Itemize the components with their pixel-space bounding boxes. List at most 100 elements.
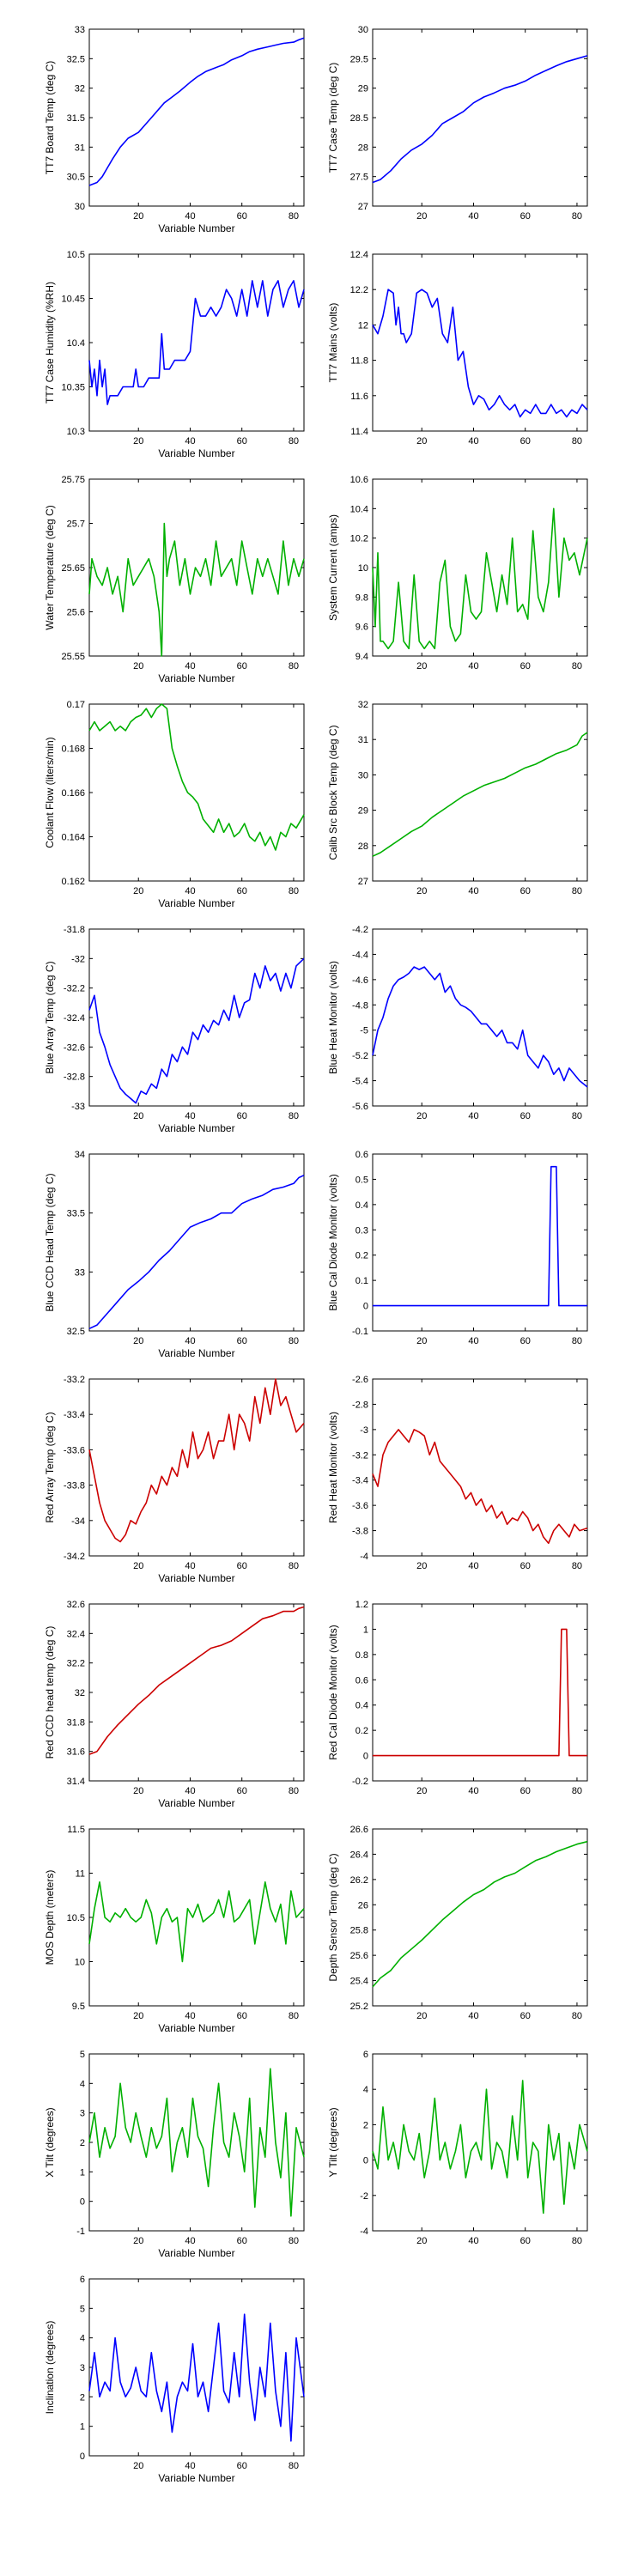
x-tick-label: 60 — [237, 436, 247, 447]
subplot-5: 20 40 60 80 25.55 25.6 25.65 25.7 25.75 Variable … — [44, 475, 305, 684]
subplot-18: 20 40 60 80 25.2 25.4 25.6 25.8 26 26.2 26.4 26.6 De… — [327, 1825, 588, 2021]
subplot-9: 20 40 60 80 -33 -32.8 -32.6 -32.4 -32.2 -32 -31.8 V… — [44, 925, 305, 1134]
x-tick-label: 20 — [416, 2236, 427, 2246]
y-tick-label: -4.2 — [352, 925, 368, 935]
x-tick-label: 60 — [520, 1786, 531, 1796]
subplot-8: 20 40 60 80 27 28 29 30 31 32 Calib Src Block Temp… — [327, 700, 588, 896]
subplot-16: 20 40 60 80 -0.2 0 0.2 0.4 0.6 0.8 1 1.2 Red Cal Dio… — [327, 1600, 588, 1796]
x-tick-label: 20 — [416, 1786, 427, 1796]
x-tick-label: 60 — [237, 1111, 247, 1121]
y-tick-label: -2.8 — [352, 1400, 368, 1410]
y-axis-label: Blue Array Temp (deg C) — [44, 961, 56, 1073]
plot-frame — [372, 928, 588, 1107]
y-tick-label: -4 — [360, 1552, 368, 1562]
y-axis-label: Blue Heat Monitor (volts) — [327, 961, 339, 1074]
x-tick-label: 40 — [468, 2236, 478, 2246]
x-tick-label: 40 — [185, 211, 195, 222]
y-tick-label: 25.75 — [61, 475, 85, 485]
y-tick-label: 30 — [358, 770, 368, 781]
y-tick-label: 32.6 — [67, 1600, 85, 1610]
x-tick-label: 40 — [185, 2461, 195, 2471]
subplot-13: 20 40 60 80 -34.2 -34 -33.8 -33.6 -33.4 -33.2 Vari… — [44, 1375, 305, 1584]
x-axis-label: Variable Number — [158, 897, 234, 909]
y-tick-label: -5.4 — [352, 1077, 368, 1087]
subplot-19: 20 40 60 80 -1 0 1 2 3 4 5 Variable Number X Tilt (d… — [44, 2050, 305, 2259]
x-tick-label: 80 — [572, 1561, 582, 1571]
y-tick-label: 2 — [363, 2120, 368, 2130]
y-tick-label: 10.4 — [67, 338, 85, 349]
y-axis-label: Depth Sensor Temp (deg C) — [327, 1853, 339, 1981]
plot-frame — [372, 1153, 588, 1332]
y-tick-label: -32 — [71, 954, 85, 964]
y-tick-label: 11 — [76, 1869, 85, 1880]
y-tick-label: 29.5 — [350, 54, 368, 64]
y-axis-label: Blue Cal Diode Monitor (volts) — [327, 1174, 339, 1310]
y-tick-label: 0.3 — [355, 1225, 368, 1236]
y-tick-label: 0.162 — [61, 877, 85, 887]
x-tick-label: 20 — [133, 1336, 143, 1346]
subplot-10: 20 40 60 80 -5.6 -5.4 -5.2 -5 -4.8 -4.6 -4.4 -4.2 Bl… — [327, 925, 588, 1121]
x-axis-label: Variable Number — [158, 447, 234, 459]
y-tick-label: 1 — [80, 2167, 85, 2178]
x-tick-label: 20 — [133, 1786, 143, 1796]
x-tick-label: 20 — [416, 1111, 427, 1121]
y-tick-label: 25.6 — [350, 1951, 368, 1961]
x-tick-label: 80 — [289, 1786, 299, 1796]
series-line — [88, 703, 305, 851]
y-tick-label: -3.4 — [352, 1476, 368, 1486]
y-tick-label: 32.5 — [67, 1327, 85, 1337]
x-tick-label: 80 — [289, 1561, 299, 1571]
y-tick-label: 11.8 — [350, 356, 368, 367]
y-tick-label: -2 — [360, 2191, 368, 2202]
y-tick-label: 4 — [363, 2085, 368, 2095]
y-tick-label: -0.2 — [352, 1777, 368, 1787]
subplot-15: 20 40 60 80 31.4 31.6 31.8 32 32.2 32.4 32.6 Variab… — [44, 1600, 305, 1809]
y-tick-label: 32.5 — [67, 54, 85, 64]
x-tick-label: 40 — [185, 2011, 195, 2021]
y-tick-label: -5 — [360, 1026, 368, 1036]
y-axis-label: MOS Depth (meters) — [44, 1870, 56, 1965]
series-line — [372, 966, 588, 1088]
x-tick-label: 20 — [416, 436, 427, 447]
x-tick-label: 20 — [133, 2461, 143, 2471]
x-tick-label: 20 — [416, 211, 427, 222]
y-axis-label: Calib Src Block Temp (deg C) — [327, 725, 339, 860]
x-axis-label: Variable Number — [158, 1797, 234, 1809]
y-tick-label: 10.3 — [67, 427, 85, 437]
y-tick-label: 32 — [358, 700, 368, 710]
y-tick-label: 0.4 — [355, 1200, 368, 1211]
y-tick-label: 10 — [75, 1958, 85, 1968]
y-tick-label: -4.4 — [352, 950, 368, 960]
x-tick-label: 20 — [133, 1111, 143, 1121]
subplot-4: 20 40 60 80 11.4 11.6 11.8 12 12.2 12.4 TT7 Mains … — [327, 250, 588, 447]
y-tick-label: -4.8 — [352, 1000, 368, 1011]
x-tick-label: 20 — [416, 1561, 427, 1571]
y-tick-label: 31.4 — [67, 1777, 85, 1787]
x-tick-label: 60 — [520, 2011, 531, 2021]
x-tick-label: 40 — [468, 886, 478, 896]
x-tick-label: 80 — [289, 2011, 299, 2021]
series-line — [88, 1174, 305, 1330]
y-tick-label: -4 — [360, 2227, 368, 2237]
series-line — [372, 55, 588, 184]
y-tick-label: 6 — [80, 2275, 85, 2285]
x-tick-label: 40 — [468, 2011, 478, 2021]
subplot-1: 20 40 60 80 30 30.5 31 31.5 32 32.5 33 Variable Num… — [44, 25, 305, 234]
plot-frame — [88, 28, 305, 207]
y-tick-label: 27 — [358, 877, 368, 887]
x-tick-label: 40 — [468, 661, 478, 671]
y-tick-label: -34.2 — [64, 1552, 85, 1562]
x-tick-label: 60 — [520, 211, 531, 222]
y-axis-label: Red Heat Monitor (volts) — [327, 1412, 339, 1523]
y-tick-label: 31 — [358, 735, 368, 745]
x-axis-label: Variable Number — [158, 222, 234, 234]
series-line — [88, 1881, 305, 1963]
y-tick-label: 3 — [80, 2363, 85, 2373]
y-axis-label: Coolant Flow (liters/min) — [44, 737, 56, 848]
x-tick-label: 80 — [572, 1336, 582, 1346]
y-tick-label: 10.6 — [350, 475, 368, 485]
plot-frame — [372, 478, 588, 657]
y-axis-label: TT7 Case Temp (deg C) — [327, 63, 339, 173]
x-axis-label: Variable Number — [158, 2022, 234, 2034]
y-tick-label: 25.7 — [67, 519, 85, 530]
